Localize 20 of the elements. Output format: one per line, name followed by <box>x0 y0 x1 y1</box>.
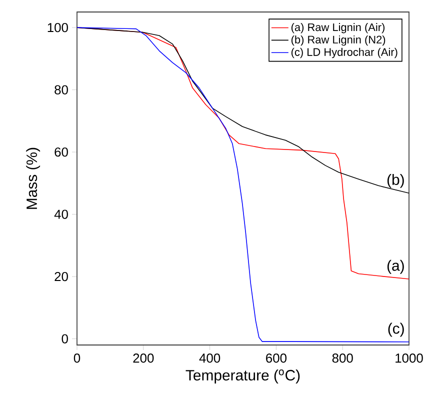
x-tick-label: 400 <box>199 354 220 363</box>
legend-label: (c) LD Hydrochar (Air) <box>291 48 398 58</box>
y-tick-label: 20 <box>54 272 68 282</box>
x-tick-label: 600 <box>266 354 286 363</box>
y-tick-label: 80 <box>54 85 68 94</box>
x-tick-label: 1000 <box>396 354 423 363</box>
x-tick-label: 200 <box>133 354 154 363</box>
y-tick-label: 100 <box>48 22 68 32</box>
y-axis-title: Mass (%) <box>26 148 40 209</box>
annotation: (c) <box>388 322 404 337</box>
y-tick-label: 60 <box>54 147 68 157</box>
x-tick-label: 0 <box>74 354 80 363</box>
legend-label: (a) Raw Lignin (Air) <box>291 23 384 34</box>
annotation: (b) <box>387 174 404 188</box>
x-tick-label: 800 <box>332 354 353 363</box>
legend-label: (b) Raw Lignin (N2) <box>291 35 386 46</box>
y-tick-label: 0 <box>62 334 68 344</box>
y-tick-label: 40 <box>54 210 68 219</box>
x-axis-title: Temperature ($^{o}$C) <box>186 370 300 384</box>
annotation: (a) <box>387 260 404 274</box>
